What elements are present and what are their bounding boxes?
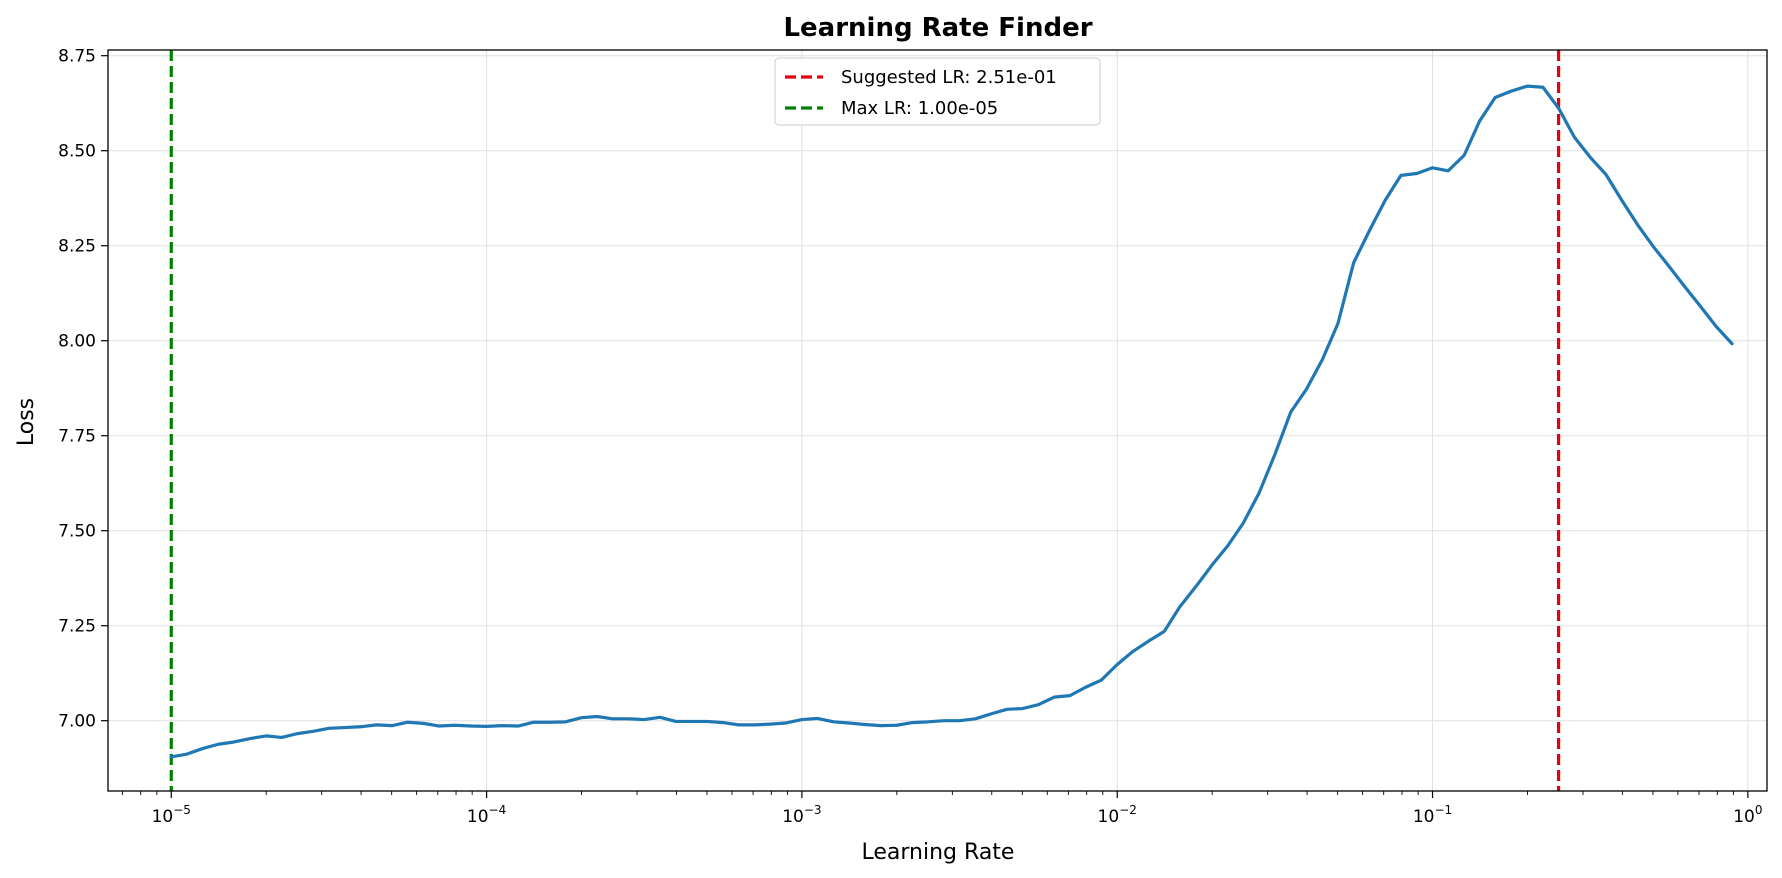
chart-title: Learning Rate Finder — [783, 13, 1092, 43]
y-tick-label: 8.00 — [58, 332, 96, 352]
series-layer — [169, 84, 1734, 759]
legend-label: Suggested LR: 2.51e-01 — [841, 67, 1057, 88]
x-tick-label: 10−3 — [782, 803, 821, 827]
legend-box — [774, 57, 1101, 126]
x-axis: 10−5 10−4 10−3 10−2 10−1 100 — [121, 791, 1763, 827]
x-tick-label: 10−2 — [1098, 803, 1137, 827]
x-tick-label: 100 — [1733, 803, 1762, 827]
legend-label: Max LR: 1.00e-05 — [841, 98, 998, 119]
x-tick-label: 10−1 — [1413, 803, 1452, 827]
legend: Suggested LR: 2.51e-01 Max LR: 1.00e-05 — [774, 57, 1101, 126]
y-tick-label: 7.25 — [58, 617, 96, 637]
y-tick-label: 8.25 — [58, 237, 96, 257]
x-tick-label: 10−5 — [152, 803, 191, 827]
y-axis-label: Loss — [14, 398, 39, 446]
x-axis-label: Learning Rate — [862, 840, 1015, 865]
y-tick-label: 8.50 — [58, 142, 96, 162]
y-tick-label: 8.75 — [58, 47, 96, 67]
y-tick-label: 7.50 — [58, 522, 96, 542]
loss-curve — [169, 84, 1734, 759]
y-axis: 7.00 7.25 7.50 7.75 8.00 8.25 8.50 8.75 — [58, 47, 108, 732]
reference-lines — [169, 50, 1561, 791]
y-tick-label: 7.00 — [58, 712, 96, 732]
x-tick-label: 10−4 — [467, 803, 506, 827]
grid — [108, 50, 1767, 791]
y-tick-label: 7.75 — [58, 427, 96, 447]
plot-frame — [107, 49, 1768, 792]
